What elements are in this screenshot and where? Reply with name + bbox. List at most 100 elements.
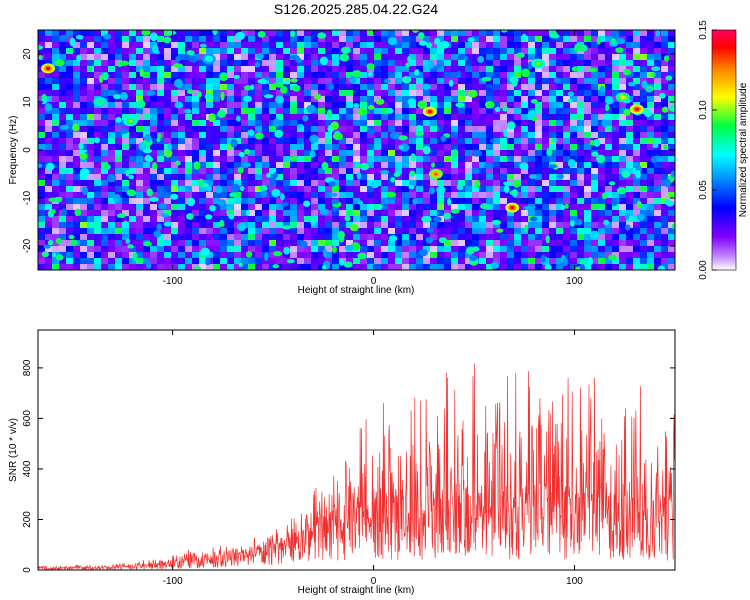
heatmap-cell xyxy=(353,96,361,103)
heatmap-cell xyxy=(430,120,438,127)
heatmap-cell xyxy=(66,252,74,259)
heatmap-blob xyxy=(205,185,212,192)
heatmap-cell xyxy=(647,228,655,235)
heatmap-cell xyxy=(409,216,417,223)
heatmap-cell xyxy=(283,138,291,145)
heatmap-cell xyxy=(164,90,172,97)
heatmap-cell xyxy=(479,234,487,241)
heatmap-cell xyxy=(514,222,522,229)
heatmap-cell xyxy=(276,30,284,37)
heatmap-cell xyxy=(458,240,466,247)
heatmap-cell xyxy=(535,138,543,145)
heatmap-cell xyxy=(472,186,480,193)
heatmap-cell xyxy=(395,162,403,169)
heatmap-cell xyxy=(199,258,207,265)
heatmap-cell xyxy=(507,228,515,235)
heatmap-cell xyxy=(409,210,417,217)
heatmap-cell xyxy=(87,90,95,97)
heatmap-cell xyxy=(290,138,298,145)
heatmap-cell xyxy=(451,48,459,55)
heatmap-blob xyxy=(214,185,223,194)
heatmap-cell xyxy=(143,42,151,49)
heatmap-cell xyxy=(493,90,501,97)
heatmap-cell xyxy=(598,162,606,169)
heatmap-cell xyxy=(668,126,675,133)
heatmap-cell xyxy=(570,54,578,61)
heatmap-cell xyxy=(598,186,606,193)
heatmap-cell xyxy=(668,30,675,37)
heatmap-cell xyxy=(479,42,487,49)
heatmap-cell xyxy=(528,36,536,43)
heatmap-cell xyxy=(367,216,375,223)
heatmap-cell xyxy=(598,102,606,109)
heatmap-cell xyxy=(388,228,396,235)
heatmap-cell xyxy=(171,36,179,43)
heatmap-cell xyxy=(255,168,263,175)
heatmap-cell xyxy=(346,186,354,193)
heatmap-cell xyxy=(500,30,508,37)
heatmap-cell xyxy=(626,258,634,265)
heatmap-cell xyxy=(514,120,522,127)
heatmap-cell xyxy=(157,108,165,115)
heatmap-cell xyxy=(577,114,585,121)
heatmap-cell xyxy=(486,72,494,79)
heatmap-cell xyxy=(647,36,655,43)
heatmap-cell xyxy=(311,60,319,67)
heatmap-cell xyxy=(45,198,53,205)
heatmap-cell xyxy=(353,78,361,85)
heatmap-cell xyxy=(479,96,487,103)
heatmap-cell xyxy=(654,90,662,97)
heatmap-cell xyxy=(164,180,172,187)
heatmap-cell xyxy=(150,264,158,270)
heatmap-blob xyxy=(616,187,627,195)
heatmap-cell xyxy=(472,210,480,217)
heatmap-cell xyxy=(290,90,298,97)
heatmap-cell xyxy=(598,210,606,217)
heatmap-cell xyxy=(220,102,228,109)
heatmap-cell xyxy=(318,216,326,223)
heatmap-cell xyxy=(668,84,675,91)
heatmap-cell xyxy=(479,72,487,79)
heatmap-cell xyxy=(199,192,207,199)
heatmap-cell xyxy=(556,168,564,175)
heatmap-cell xyxy=(493,162,501,169)
heatmap-blob xyxy=(254,132,264,140)
heatmap-blob xyxy=(388,235,398,242)
heatmap-blob xyxy=(309,150,316,158)
heatmap-blob xyxy=(531,116,537,121)
heatmap-cell xyxy=(528,168,536,175)
heatmap-cell xyxy=(577,36,585,43)
heatmap-cell xyxy=(52,96,60,103)
heatmap-cell xyxy=(52,192,60,199)
heatmap-blob xyxy=(650,156,657,164)
heatmap-cell xyxy=(423,252,431,259)
heatmap-cell xyxy=(479,36,487,43)
heatmap-cell xyxy=(416,150,424,157)
heatmap-cell xyxy=(374,138,382,145)
heatmap-cell xyxy=(353,36,361,43)
heatmap-cell xyxy=(143,234,151,241)
heatmap-cell xyxy=(465,120,473,127)
heatmap-cell xyxy=(556,180,564,187)
heatmap-cell xyxy=(332,108,340,115)
heatmap-cell xyxy=(444,48,452,55)
heatmap-cell xyxy=(395,258,403,265)
heatmap-cell xyxy=(353,174,361,181)
heatmap-cell xyxy=(381,102,389,109)
heatmap-cell xyxy=(633,222,641,229)
heatmap-cell xyxy=(521,132,529,139)
heatmap-cell xyxy=(521,120,529,127)
heatmap-cell xyxy=(248,72,256,79)
heatmap-cell xyxy=(143,72,151,79)
heatmap-cell xyxy=(283,132,291,139)
heatmap-cell xyxy=(262,42,270,49)
heatmap-cell xyxy=(220,54,228,61)
heatmap-cell xyxy=(626,36,634,43)
heatmap-cell xyxy=(430,246,438,253)
heatmap-cell xyxy=(430,78,438,85)
heatmap-cell xyxy=(395,210,403,217)
heatmap-cell xyxy=(388,126,396,133)
heatmap-cell xyxy=(584,108,592,115)
heatmap-blob xyxy=(636,213,645,221)
heatmap-cell xyxy=(647,126,655,133)
